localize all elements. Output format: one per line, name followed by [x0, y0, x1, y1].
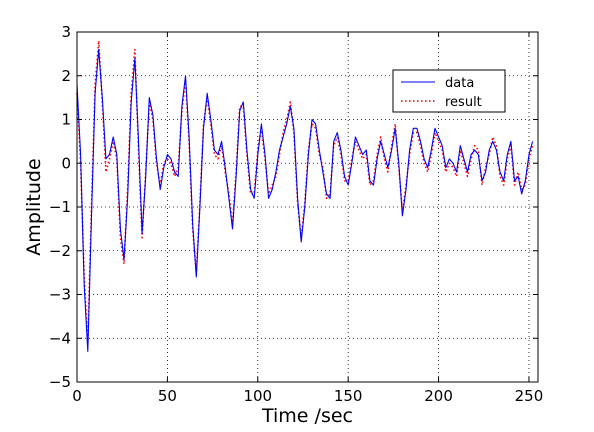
series-layer: [76, 39, 534, 352]
legend: data result: [392, 69, 506, 113]
y-axis-label: Amplitude: [23, 158, 45, 255]
y-tick-label: −3: [49, 286, 71, 304]
y-tick-label: 3: [61, 23, 71, 41]
y-tick-label: −2: [49, 242, 71, 260]
x-tick-label: 0: [72, 387, 82, 405]
series-line-data: [76, 48, 534, 352]
y-tick-label: −5: [49, 373, 71, 391]
x-tick-label: 200: [424, 387, 453, 405]
x-tick-label: 100: [243, 387, 272, 405]
y-tick-label: 0: [61, 154, 71, 172]
x-axis-label: Time /sec: [261, 405, 353, 427]
y-tick-label: 1: [61, 111, 71, 129]
y-tick-label: −4: [49, 329, 71, 347]
x-tick-label: 250: [515, 387, 544, 405]
x-tick-label: 50: [158, 387, 177, 405]
legend-label-result: result: [445, 95, 482, 110]
legend-label-data: data: [445, 76, 474, 91]
y-tick-label: 2: [61, 67, 71, 85]
y-tick-label: −1: [49, 198, 71, 216]
grid: [77, 32, 538, 382]
legend-box: [392, 69, 506, 113]
x-tick-label: 150: [334, 387, 363, 405]
axis-ticks: 0 50 100 150 200 250 −5 −4 −3 −2 −1 0 1 2 3: [49, 23, 543, 405]
